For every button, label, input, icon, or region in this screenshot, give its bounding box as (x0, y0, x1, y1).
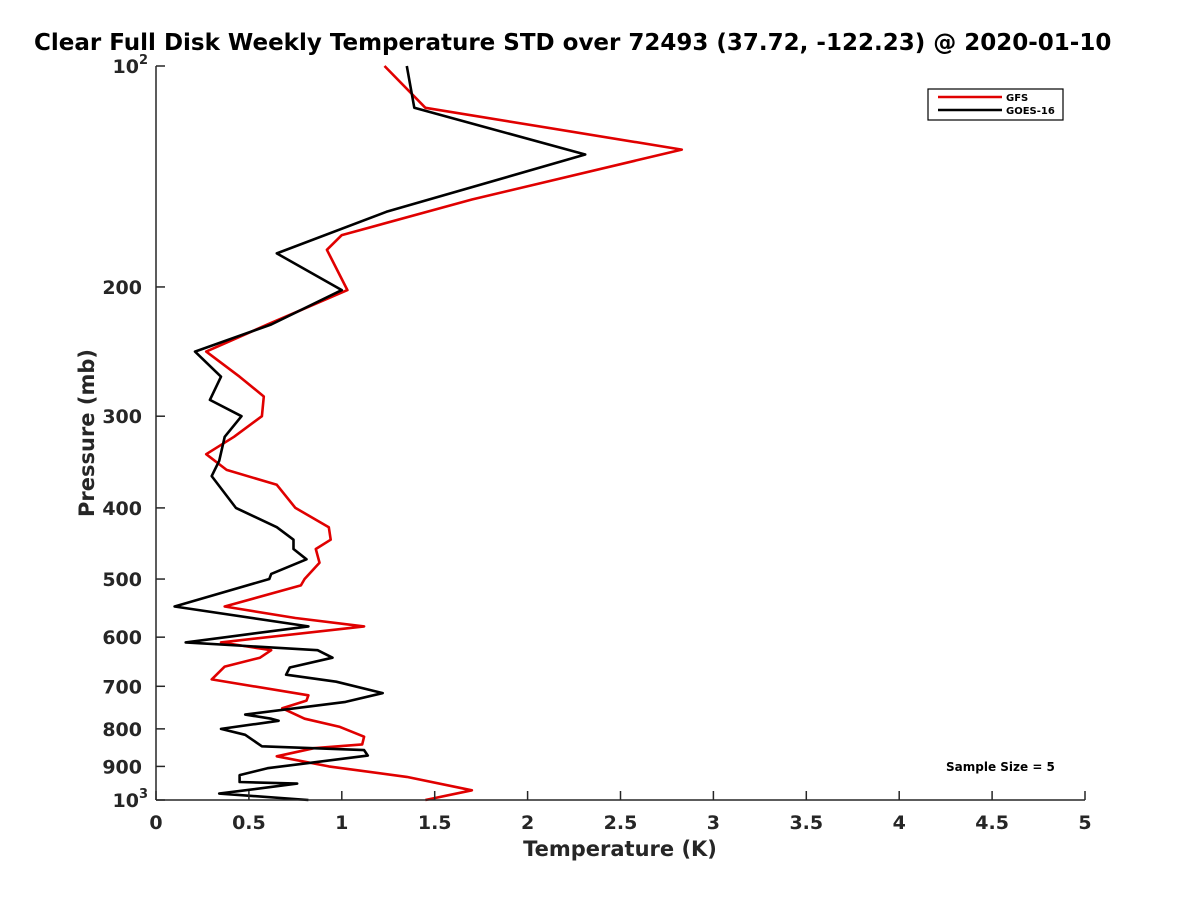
y-tick-label: 500 (102, 569, 142, 591)
y-axis-label: Pressure (mb) (75, 349, 99, 517)
chart-title: Clear Full Disk Weekly Temperature STD o… (34, 30, 1112, 56)
plot-area (173, 65, 684, 802)
x-axis-label: Temperature (K) (523, 837, 717, 861)
y-tick-label: 200 (102, 277, 142, 299)
y-tick-label: 900 (102, 756, 142, 778)
legend-label-goes16: GOES-16 (1006, 106, 1055, 117)
series-line-goes16 (173, 65, 587, 802)
y-tick-label: 300 (102, 406, 142, 428)
tick-labels: 0 0.5 1 1.5 2 2.5 3 3.5 4 4.5 5 102 200 300 400 500 600 7… (102, 53, 1091, 834)
y-tick-label: 103 (113, 787, 149, 812)
x-tick-label: 3.5 (789, 812, 823, 834)
x-tick-label: 1 (335, 812, 348, 834)
sample-size-annotation: Sample Size = 5 (946, 760, 1055, 774)
y-tick-label: 800 (102, 719, 142, 741)
x-tick-label: 4 (893, 812, 906, 834)
axes (155, 66, 1085, 801)
tick-marks (155, 65, 1086, 801)
y-tick-label: 600 (102, 627, 142, 649)
x-tick-label: 5 (1078, 812, 1091, 834)
legend-label-gfs: GFS (1006, 93, 1028, 104)
series-line-gfs (204, 65, 684, 802)
x-tick-label: 0.5 (232, 812, 266, 834)
x-tick-label: 2 (521, 812, 534, 834)
x-tick-label: 2.5 (604, 812, 638, 834)
y-tick-label: 400 (102, 498, 142, 520)
y-tick-label: 700 (102, 676, 142, 698)
x-tick-label: 3 (707, 812, 720, 834)
x-tick-label: 4.5 (975, 812, 1009, 834)
legend-box (927, 88, 1064, 121)
legend: GFS GOES-16 (927, 88, 1064, 121)
y-tick-label: 102 (113, 53, 149, 78)
x-tick-label: 0 (149, 812, 162, 834)
x-tick-label: 1.5 (418, 812, 452, 834)
